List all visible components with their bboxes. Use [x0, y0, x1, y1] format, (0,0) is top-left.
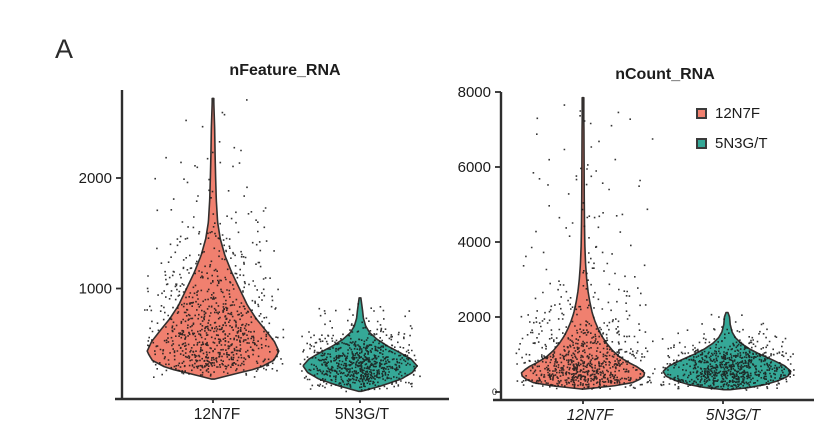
jitter-dot-cloud	[660, 313, 795, 391]
violin-5n3gt	[302, 297, 418, 393]
jitter-points-5n3gt	[299, 303, 421, 393]
x-category-label: 12N7F	[567, 407, 615, 424]
y-tick-label: 2000	[79, 170, 112, 187]
violin-5n3gt	[662, 311, 792, 391]
violin-panel-ncount_rna: 0 2000 4000 6000 8000 12N7F 5N3G/T	[458, 84, 814, 424]
x-category-label: 5N3G/T	[335, 406, 390, 423]
jitter-points-5n3gt	[660, 313, 795, 391]
jitter-dot-cloud	[299, 303, 421, 393]
legend-item-5n3gt: 5N3G/T	[696, 136, 768, 151]
legend-item-12n7f: 12N7F	[696, 106, 768, 121]
ncount-plot-title: nCount_RNA	[615, 66, 715, 83]
legend-label-12n7f: 12N7F	[715, 105, 761, 122]
y-tick-label: 4000	[458, 234, 491, 251]
jitter-dot-cloud	[144, 99, 285, 378]
y-tick-label: 1000	[79, 281, 112, 298]
legend: 12N7F 5N3G/T	[696, 106, 768, 151]
legend-swatch-12n7f	[696, 108, 707, 119]
y-tick-label: 2000	[458, 309, 491, 326]
legend-swatch-5n3gt	[696, 138, 707, 149]
panel-label: A	[55, 34, 75, 64]
x-category-label: 12N7F	[194, 406, 241, 423]
jitter-points-12n7f	[144, 99, 285, 378]
y-tick-label: 6000	[458, 159, 491, 176]
legend-label-5n3gt: 5N3G/T	[715, 135, 768, 152]
jitter-points-12n7f	[515, 104, 656, 391]
y-tick-label: 0	[492, 387, 497, 397]
nfeature-plot-title: nFeature_RNA	[229, 62, 341, 79]
jitter-dot-cloud	[515, 104, 656, 391]
violin-12n7f	[146, 97, 280, 380]
x-category-label: 5N3G/T	[706, 407, 762, 424]
violin-panel-nfeature_rna: 1000 2000 12N7F 5N3G/T	[79, 90, 449, 423]
y-tick-label: 8000	[458, 84, 491, 101]
